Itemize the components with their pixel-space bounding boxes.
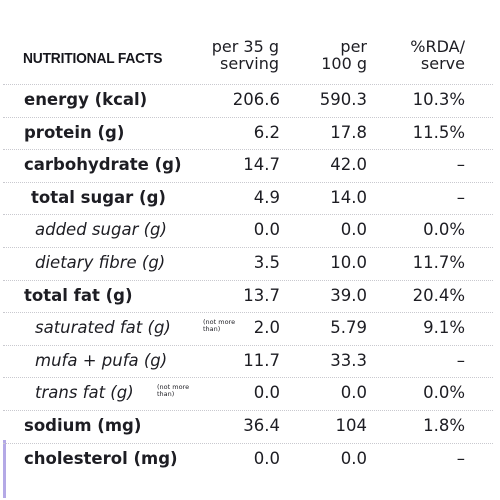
column-header-per-serving: per 35 g serving [212,38,279,72]
value-per-100g: 5.79 [330,318,367,338]
value-per-serving: 2.0 [253,318,280,338]
column-header-per-100g: per 100 g [321,38,367,72]
row-label: energy (kcal) [24,90,148,109]
table-header: NUTRITIONAL FACTS per 35 g serving per 1… [3,36,493,84]
value-rda: – [456,155,465,175]
value-rda: 11.7% [412,252,465,272]
value-per-100g: 33.3 [330,350,367,370]
row-label: sodium (mg) [24,415,142,435]
value-per-serving: 4.9 [253,187,280,207]
value-per-100g: 0.0 [340,220,367,240]
row-note-line2: than) [203,325,221,334]
value-rda: 0.0% [423,383,465,403]
nutrition-facts-table: NUTRITIONAL FACTS per 35 g serving per 1… [3,36,493,498]
value-rda: – [456,187,465,207]
row-note: (not more than) [203,319,235,333]
value-rda: 20.4% [412,285,465,305]
value-rda: – [456,350,465,370]
value-per-serving: 206.6 [232,90,280,109]
value-per-100g: 590.3 [319,90,367,109]
row-label: carbohydrate (g) [24,155,182,175]
value-per-100g: 14.0 [330,187,367,207]
column-header-rda-line1: %RDA/ [410,37,465,56]
value-rda: 1.8% [423,415,465,435]
value-rda: – [456,448,465,468]
table-row-cholesterol: cholesterol (mg) 0.0 0.0 – [3,442,493,476]
column-header-per-100g-line2: 100 g [321,54,367,73]
table-title: NUTRITIONAL FACTS [23,50,163,67]
table-row-saturated-fat: saturated fat (g) (not more than) 2.0 5.… [3,312,493,345]
table-row-dietary-fibre: dietary fibre (g) 3.5 10.0 11.7% [3,246,493,280]
table-body: energy (kcal) 206.6 590.3 10.3% protein … [3,84,493,475]
value-per-100g: 0.0 [340,448,367,468]
row-note-line1: (not more [203,318,236,327]
row-note: (not more than) [157,384,189,398]
column-header-per-serving-line1: per 35 g [211,37,279,56]
column-header-rda: %RDA/ serve [410,38,465,72]
value-per-serving: 3.5 [253,252,280,272]
row-label: cholesterol (mg) [24,448,178,468]
table-row-added-sugar: added sugar (g) 0.0 0.0 0.0% [3,214,493,247]
value-rda: 11.5% [412,122,465,142]
table-row-mufa-pufa: mufa + pufa (g) 11.7 33.3 – [3,344,493,378]
value-per-serving: 13.7 [243,285,280,305]
value-per-100g: 10.0 [330,252,367,272]
column-header-rda-line2: serve [420,54,465,73]
row-label: added sugar (g) [35,220,167,240]
table-row-protein: protein (g) 6.2 17.8 11.5% [3,116,493,150]
value-per-100g: 39.0 [330,285,367,305]
value-per-serving: 0.0 [253,448,280,468]
table-row-total-sugar: total sugar (g) 4.9 14.0 – [3,181,493,215]
row-label: protein (g) [24,122,125,142]
accent-edge [3,440,6,498]
value-per-serving: 36.4 [243,415,280,435]
value-rda: 9.1% [423,318,465,338]
table-row-total-fat: total fat (g) 13.7 39.0 20.4% [3,279,493,313]
value-per-serving: 14.7 [243,155,280,175]
value-rda: 0.0% [423,220,465,240]
value-per-serving: 0.0 [253,383,280,403]
value-rda: 10.3% [412,90,465,109]
row-note-line2: than) [157,390,175,399]
column-header-per-serving-line2: serving [220,54,279,73]
value-per-100g: 17.8 [330,122,367,142]
row-note-line1: (not more [157,383,190,392]
row-label: saturated fat (g) [35,318,171,338]
row-label: mufa + pufa (g) [35,350,168,370]
row-label: total fat (g) [24,285,133,305]
value-per-serving: 6.2 [253,122,280,142]
table-row-energy: energy (kcal) 206.6 590.3 10.3% [3,84,493,117]
row-label: dietary fibre (g) [35,252,166,272]
value-per-100g: 104 [335,415,368,435]
table-row-carbohydrate: carbohydrate (g) 14.7 42.0 – [3,149,493,182]
value-per-100g: 42.0 [330,155,367,175]
table-row-trans-fat: trans fat (g) (not more than) 0.0 0.0 0.… [3,377,493,410]
column-header-per-100g-line1: per [340,37,367,56]
value-per-serving: 11.7 [243,350,280,370]
value-per-100g: 0.0 [340,383,367,403]
value-per-serving: 0.0 [253,220,280,240]
row-label: total sugar (g) [31,187,166,207]
row-label: trans fat (g) [35,383,134,403]
table-row-sodium: sodium (mg) 36.4 104 1.8% [3,409,493,443]
